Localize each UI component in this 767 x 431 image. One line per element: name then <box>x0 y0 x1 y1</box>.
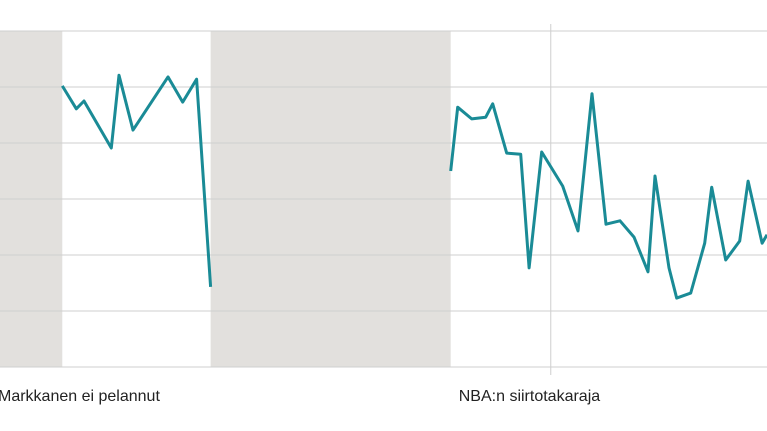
annotation: Markkanen ei pelannut <box>0 388 160 405</box>
annotation: NBA:n siirtotakaraja <box>459 388 600 405</box>
data-line <box>61 73 767 300</box>
